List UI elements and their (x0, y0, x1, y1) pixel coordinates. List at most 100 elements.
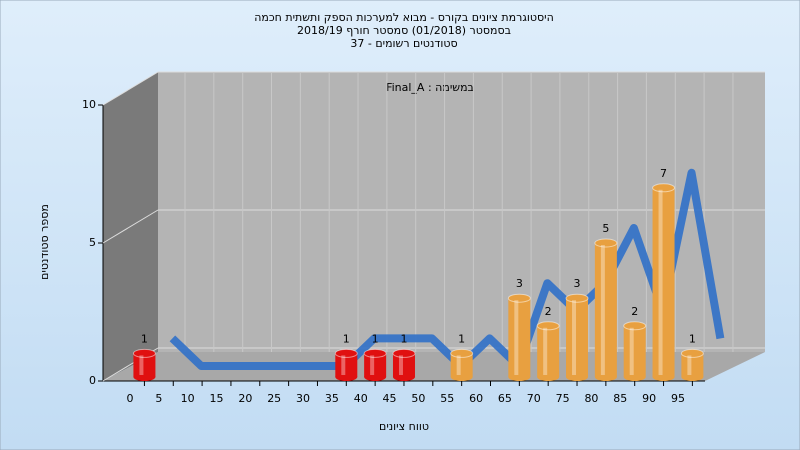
grid-line (102, 71, 159, 106)
data-label: 1 (400, 332, 407, 345)
bar-bottom (508, 373, 531, 381)
data-label: 1 (372, 332, 379, 345)
bar (652, 187, 675, 377)
bar-bottom (594, 373, 617, 381)
bar-top (363, 348, 387, 358)
bar-top (132, 348, 156, 358)
data-label: 1 (689, 332, 696, 345)
bar (508, 298, 531, 377)
x-tick-label: 20 (238, 392, 252, 405)
bar-shine (543, 327, 548, 375)
bar-top (680, 348, 704, 358)
data-label: 7 (660, 167, 667, 180)
bar-top (652, 183, 676, 193)
x-tick-label: 30 (296, 392, 310, 405)
x-tick-label: 90 (642, 392, 656, 405)
grid-line (102, 209, 159, 244)
bar-shine (600, 245, 605, 375)
x-tick-label: 15 (210, 392, 224, 405)
data-label: 3 (574, 277, 581, 290)
bar (450, 353, 473, 377)
bar (133, 353, 156, 377)
x-tick-label: 60 (469, 392, 483, 405)
bar (681, 353, 704, 377)
data-label: 1 (343, 332, 350, 345)
bar-bottom (392, 373, 415, 381)
bar-group (334, 348, 358, 381)
title: היסטוגרמת ציונים בקורס - מבוא למערכות הס… (254, 11, 554, 50)
bar-top (334, 348, 358, 358)
bar-top (594, 238, 618, 248)
bar-shine (456, 355, 461, 375)
data-label: 1 (458, 332, 465, 345)
bar-bottom (450, 373, 473, 381)
bar-top (507, 293, 531, 303)
x-tick-label: 80 (584, 392, 598, 405)
data-label: 3 (516, 277, 523, 290)
legend: Final_A : במשימה (386, 81, 474, 94)
bar-bottom (652, 373, 675, 381)
bar-top (392, 348, 416, 358)
x-tick-label: 10 (181, 392, 195, 405)
bar-bottom (133, 373, 156, 381)
bar (335, 353, 358, 377)
y-tick-label: 10 (82, 98, 96, 111)
bar-bottom (364, 373, 387, 381)
bar-shine (658, 189, 663, 375)
bar-shine (629, 327, 634, 375)
bar (566, 298, 589, 377)
bar (594, 243, 617, 377)
bar-shine (572, 300, 577, 375)
bar (623, 325, 646, 377)
title-line: בסמסטר (01/2018) סמסטר חורף 2018/19 (297, 24, 511, 37)
bar-bottom (566, 373, 589, 381)
y-axis-label: מספר סטודנטים (38, 204, 51, 280)
x-tick-label: 65 (498, 392, 512, 405)
x-tick-label: 5 (155, 392, 162, 405)
data-label: 2 (545, 305, 552, 318)
bar-group (652, 183, 676, 381)
x-tick-label: 0 (127, 392, 134, 405)
x-tick-label: 35 (325, 392, 339, 405)
bar (392, 353, 415, 377)
data-label: 2 (631, 305, 638, 318)
bar-top (623, 321, 647, 331)
title-line: היסטוגרמת ציונים בקורס - מבוא למערכות הס… (254, 11, 554, 24)
bar-top (565, 293, 589, 303)
bar-shine (514, 300, 519, 375)
x-tick-label: 85 (613, 392, 627, 405)
x-tick-label: 25 (267, 392, 281, 405)
x-axis-label: טווח ציונים (379, 420, 429, 433)
bar (537, 325, 560, 377)
data-label: 1 (141, 332, 148, 345)
bar-shine (398, 355, 403, 375)
title-line: סטודנטים רשומים - 37 (350, 37, 457, 50)
bar-group (363, 348, 387, 381)
bar-shine (687, 355, 692, 375)
bar-bottom (623, 373, 646, 381)
x-tick-label: 70 (527, 392, 541, 405)
bar-bottom (335, 373, 358, 381)
y-tick-label: 5 (89, 236, 96, 249)
data-label: 5 (602, 222, 609, 235)
bar-group (565, 293, 589, 381)
x-tick-label: 45 (383, 392, 397, 405)
bar-group (680, 348, 704, 381)
bar-group (536, 321, 560, 381)
bar-group (132, 348, 156, 381)
x-tick-label: 40 (354, 392, 368, 405)
bar-shine (370, 355, 375, 375)
x-tick-label: 95 (671, 392, 685, 405)
y-tick-label: 0 (89, 374, 96, 387)
bar-group (450, 348, 474, 381)
bar (364, 353, 387, 377)
bar-group (594, 238, 618, 381)
line-ribbon (169, 168, 725, 370)
bar-bottom (681, 373, 704, 381)
bar-group (392, 348, 416, 381)
x-tick-label: 50 (411, 392, 425, 405)
bar-top (450, 348, 474, 358)
bar-bottom (537, 373, 560, 381)
x-tick-label: 75 (556, 392, 570, 405)
